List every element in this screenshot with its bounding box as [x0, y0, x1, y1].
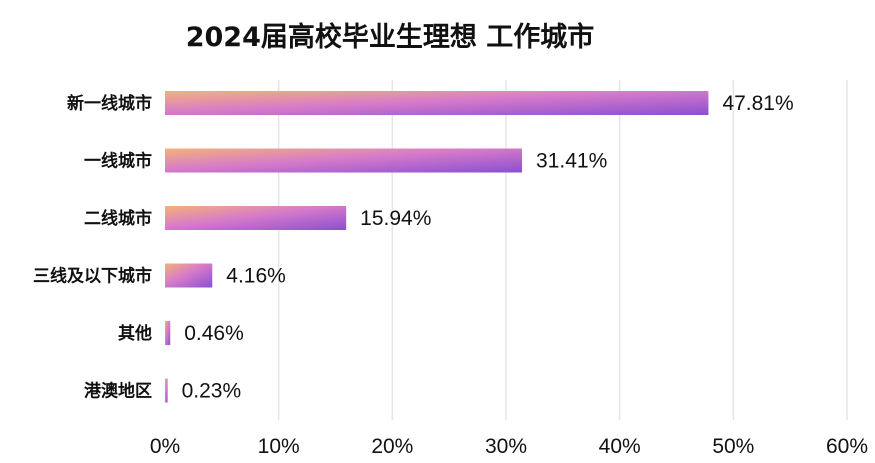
bars [165, 91, 709, 403]
data-label: 47.81% [722, 92, 793, 115]
x-tick-label: 0% [150, 435, 180, 458]
bar [165, 378, 168, 403]
bar [165, 148, 523, 173]
chart-title: 2024届高校毕业生理想 工作城市 [186, 21, 595, 53]
category-label: 新一线城市 [67, 93, 152, 114]
category-label: 一线城市 [84, 151, 152, 172]
x-tick-label: 10% [258, 435, 300, 458]
bar [165, 263, 213, 288]
x-tick-label: 50% [712, 435, 754, 458]
x-tick-label: 30% [485, 435, 527, 458]
data-label: 0.23% [182, 380, 242, 403]
x-tick-label: 20% [371, 435, 413, 458]
bar [165, 321, 171, 345]
category-label: 二线城市 [84, 208, 152, 229]
labels: 0% 10% 20% 30% 40% 50% 60% 新一线城市 47.81% 一线城市 31.41… [33, 92, 868, 458]
data-label: 4.16% [226, 265, 286, 288]
category-label: 其他 [118, 323, 152, 344]
category-label: 港澳地区 [84, 381, 152, 402]
category-label: 三线及以下城市 [33, 266, 152, 287]
data-label: 15.94% [360, 207, 431, 230]
x-tick-label: 60% [826, 435, 868, 458]
data-label: 0.46% [184, 322, 244, 345]
bar [165, 91, 709, 115]
data-label: 31.41% [536, 150, 607, 173]
x-tick-label: 40% [599, 435, 641, 458]
gridlines [277, 80, 848, 420]
bar [165, 206, 347, 230]
